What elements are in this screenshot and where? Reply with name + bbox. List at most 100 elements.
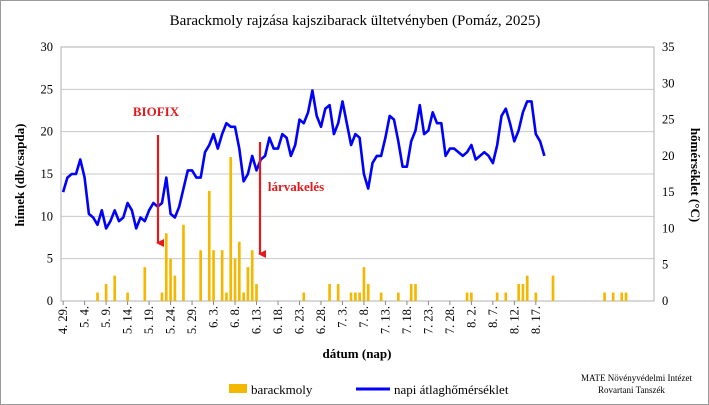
y-right-tick-label: 20 xyxy=(662,149,675,163)
bar xyxy=(620,292,624,301)
x-tick-label: 5. 14. xyxy=(121,306,135,334)
bar xyxy=(242,292,245,301)
bar xyxy=(220,250,224,301)
bar xyxy=(379,292,383,301)
x-tick-label: 6. 13. xyxy=(250,306,264,334)
y-left-tick-label: 5 xyxy=(47,252,53,266)
x-tick-label: 4. 29. xyxy=(56,306,70,334)
legend-bar-swatch xyxy=(229,384,247,393)
plot-area xyxy=(60,46,655,302)
bar xyxy=(366,284,370,301)
x-tick-label: 8. 17. xyxy=(529,306,543,334)
x-axis-label: dátum (nap) xyxy=(323,346,392,361)
x-tick-label: 6. 23. xyxy=(292,306,306,334)
bar xyxy=(414,284,417,301)
y-axis-left-ticks: 0 5 10 15 20 25 30 xyxy=(41,40,54,308)
y-right-tick-label: 30 xyxy=(662,76,675,90)
x-tick-label: 5. 9. xyxy=(99,306,113,328)
bar xyxy=(611,292,615,301)
bar xyxy=(126,292,129,301)
x-tick-label: 8. 2. xyxy=(464,306,478,328)
bar xyxy=(199,250,202,301)
chart-title: Barackmoly rajzása kajszibarack ültetvén… xyxy=(170,13,541,29)
bar xyxy=(534,292,538,301)
y-left-tick-label: 15 xyxy=(41,167,54,181)
bar xyxy=(302,292,306,301)
bar xyxy=(212,250,215,301)
bar xyxy=(96,292,99,301)
x-tick-label: 5. 4. xyxy=(78,306,92,328)
y-left-tick-label: 10 xyxy=(41,209,54,223)
bar xyxy=(229,157,233,301)
x-tick-label: 6. 18. xyxy=(271,306,285,334)
annotations: BIOFIX lárvakelés xyxy=(133,104,324,258)
bar xyxy=(354,292,357,301)
bar-series-barackmoly xyxy=(96,157,628,301)
x-axis-ticks: 4. 29. 5. 4. 5. 9. 5. 14. 5. 19. 5. 24. 5. 29.… xyxy=(56,301,543,334)
y-right-tick-label: 5 xyxy=(662,258,668,272)
bar xyxy=(362,267,366,301)
bar xyxy=(169,258,172,301)
y-right-tick-label: 10 xyxy=(662,221,675,235)
bar xyxy=(504,292,508,301)
bar xyxy=(250,250,254,301)
credit-line-1: MATE Növényvédelmi Intézet xyxy=(581,373,692,383)
x-tick-label: 7. 8. xyxy=(357,306,371,328)
bar xyxy=(225,292,228,301)
credit-line-2: Rovartani Tanszék xyxy=(598,385,665,395)
bar xyxy=(396,292,400,301)
x-tick-label: 8. 12. xyxy=(507,306,521,334)
y-left-tick-label: 20 xyxy=(41,125,54,139)
bar xyxy=(517,284,520,301)
y-right-tick-label: 15 xyxy=(662,185,675,199)
bar xyxy=(525,275,529,301)
bar xyxy=(336,284,340,301)
y-axis-left-label: hímek (db/csapda) xyxy=(12,124,27,227)
y-left-tick-label: 0 xyxy=(47,294,53,308)
bar xyxy=(551,275,555,301)
bar xyxy=(207,190,211,301)
annotation-larvakeles-label: lárvakelés xyxy=(268,179,324,194)
y-right-tick-label: 0 xyxy=(662,294,668,308)
bar xyxy=(409,284,413,301)
legend-line-label: napi átlaghőmérséklet xyxy=(394,382,509,397)
x-tick-label: 6. 8. xyxy=(228,306,242,328)
legend-bar-label: barackmoly xyxy=(251,382,313,397)
bar xyxy=(237,241,241,301)
bar xyxy=(182,224,185,301)
bar xyxy=(255,284,258,301)
x-tick-label: 5. 19. xyxy=(142,306,156,334)
x-tick-label: 7. 18. xyxy=(400,306,414,334)
bar xyxy=(164,233,168,301)
y-left-tick-label: 25 xyxy=(41,82,54,96)
y-right-tick-label: 35 xyxy=(662,40,675,54)
bar xyxy=(495,292,499,301)
y-axis-right-ticks: 0 5 10 15 20 25 30 35 xyxy=(662,40,675,308)
bar xyxy=(465,292,469,301)
bar xyxy=(521,284,525,301)
x-tick-label: 7. 3. xyxy=(335,306,349,328)
x-tick-label: 6. 28. xyxy=(314,306,328,334)
bar xyxy=(470,292,473,301)
bar xyxy=(104,284,108,301)
x-tick-label: 7. 23. xyxy=(421,306,435,334)
x-tick-label: 7. 13. xyxy=(378,306,392,334)
gridlines xyxy=(61,46,654,260)
bar xyxy=(113,275,117,301)
bar xyxy=(603,292,606,301)
bar xyxy=(143,267,147,301)
legend: barackmoly napi átlaghőmérséklet xyxy=(229,382,509,397)
bar xyxy=(358,292,361,301)
y-left-tick-label: 30 xyxy=(41,40,54,54)
x-tick-label: 8. 7. xyxy=(486,306,500,328)
x-tick-label: 7. 28. xyxy=(443,306,457,334)
bar xyxy=(160,292,164,301)
y-right-tick-label: 25 xyxy=(662,113,675,127)
annotation-biofix-label: BIOFIX xyxy=(133,104,180,119)
x-tick-label: 5. 24. xyxy=(164,306,178,334)
bar xyxy=(246,267,250,301)
bar xyxy=(349,292,353,301)
bar xyxy=(328,284,331,301)
